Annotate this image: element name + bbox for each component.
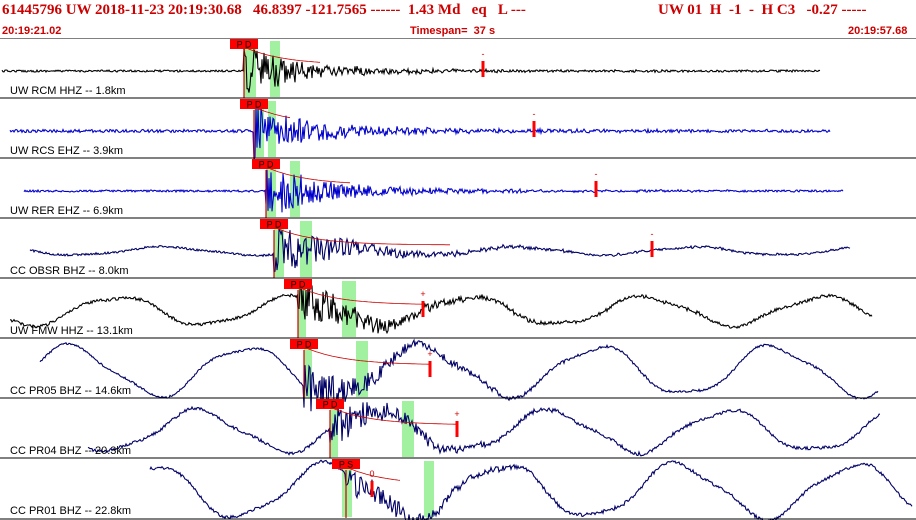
- seismic-trace[interactable]: [23, 169, 844, 213]
- station-label: CC PR05 BHZ -- 14.6km: [10, 385, 131, 397]
- coda-decay-curve: [247, 48, 321, 63]
- coda-mark-symbol: -: [482, 49, 485, 59]
- coda-end-marker[interactable]: [594, 181, 598, 197]
- pick-label: P D: [267, 220, 282, 230]
- coda-mark-symbol: +: [420, 289, 425, 299]
- pick-label-box[interactable]: [332, 459, 360, 469]
- event-info: 61445796 UW 2018-11-23 20:19:30.68 46.83…: [2, 2, 526, 18]
- coda-mark-symbol: +: [427, 349, 432, 359]
- seismic-trace[interactable]: [29, 228, 851, 273]
- coda-decay-curve: [307, 348, 430, 365]
- phase-window: [270, 41, 280, 97]
- phase-window: [268, 101, 276, 157]
- start-time: 20:19:21.02: [2, 25, 62, 37]
- coda-end-marker[interactable]: [532, 121, 536, 137]
- pick-label-box[interactable]: [316, 399, 344, 409]
- station-label: CC OBSR BHZ -- 8.0km: [10, 265, 129, 277]
- coda-end-marker[interactable]: [481, 61, 485, 77]
- pick-label: P D: [291, 280, 306, 290]
- coda-mark-symbol: 0: [369, 469, 374, 479]
- timespan: Timespan= 37 s: [410, 25, 496, 37]
- station-info: UW 01 H -1 - H C3 -0.27 -----: [658, 2, 867, 18]
- pick-label-box[interactable]: [252, 159, 280, 169]
- phase-window: [402, 401, 414, 457]
- coda-end-marker[interactable]: [421, 301, 425, 317]
- end-time: 20:19:57.68: [848, 25, 908, 37]
- pick-label: P D: [259, 160, 274, 170]
- coda-end-marker[interactable]: [650, 241, 654, 257]
- event-header: 61445796 UW 2018-11-23 20:19:30.68 46.83…: [0, 0, 916, 37]
- coda-decay-curve: [301, 288, 423, 305]
- station-label: CC PR01 BHZ -- 22.8km: [10, 505, 131, 517]
- station-label: UW RCM HHZ -- 1.8km: [10, 85, 126, 97]
- coda-mark-symbol: -: [533, 109, 536, 119]
- seismic-trace[interactable]: [39, 338, 879, 412]
- pick-label: P D: [297, 340, 312, 350]
- station-label: UW FMW HHZ -- 13.1km: [10, 325, 133, 337]
- seismic-trace[interactable]: [9, 105, 831, 161]
- phase-window: [424, 461, 434, 517]
- pick-label: P S: [339, 460, 353, 470]
- pick-label-box[interactable]: [230, 39, 258, 49]
- seismic-trace[interactable]: [10, 279, 873, 335]
- phase-window: [274, 221, 284, 277]
- pick-label: P D: [323, 400, 338, 410]
- coda-mark-symbol: -: [595, 169, 598, 179]
- coda-mark-symbol: +: [454, 409, 459, 419]
- coda-end-marker[interactable]: [428, 361, 432, 377]
- coda-end-marker[interactable]: [370, 481, 374, 497]
- pick-label-box[interactable]: [260, 219, 288, 229]
- phase-window: [304, 341, 312, 397]
- phase-window: [342, 281, 356, 337]
- pick-label-box[interactable]: [284, 279, 312, 289]
- coda-end-marker[interactable]: [455, 421, 459, 437]
- coda-decay-curve: [257, 108, 291, 119]
- coda-decay-curve: [269, 168, 351, 184]
- pick-label-box[interactable]: [240, 99, 268, 109]
- seismogram-panel[interactable]: P D - UW RCM HHZ -- 1.8km P D - UW RCS EHZ --…: [0, 38, 916, 520]
- coda-decay-curve: [277, 228, 450, 246]
- seismic-trace[interactable]: [87, 402, 880, 457]
- station-label: UW RER EHZ -- 6.9km: [10, 205, 123, 217]
- pick-label: P D: [237, 40, 252, 50]
- coda-decay-curve: [333, 408, 456, 425]
- pick-label: P D: [247, 100, 262, 110]
- phase-window: [342, 461, 352, 517]
- station-label: CC PR04 BHZ -- 20.3km: [10, 445, 131, 457]
- station-label: UW RCS EHZ -- 3.9km: [10, 145, 123, 157]
- seismic-trace[interactable]: [149, 459, 913, 520]
- phase-window: [356, 341, 368, 397]
- seismic-trace[interactable]: [1, 47, 821, 93]
- coda-decay-curve: [349, 468, 401, 481]
- pick-label-box[interactable]: [290, 339, 318, 349]
- coda-mark-symbol: -: [651, 229, 654, 239]
